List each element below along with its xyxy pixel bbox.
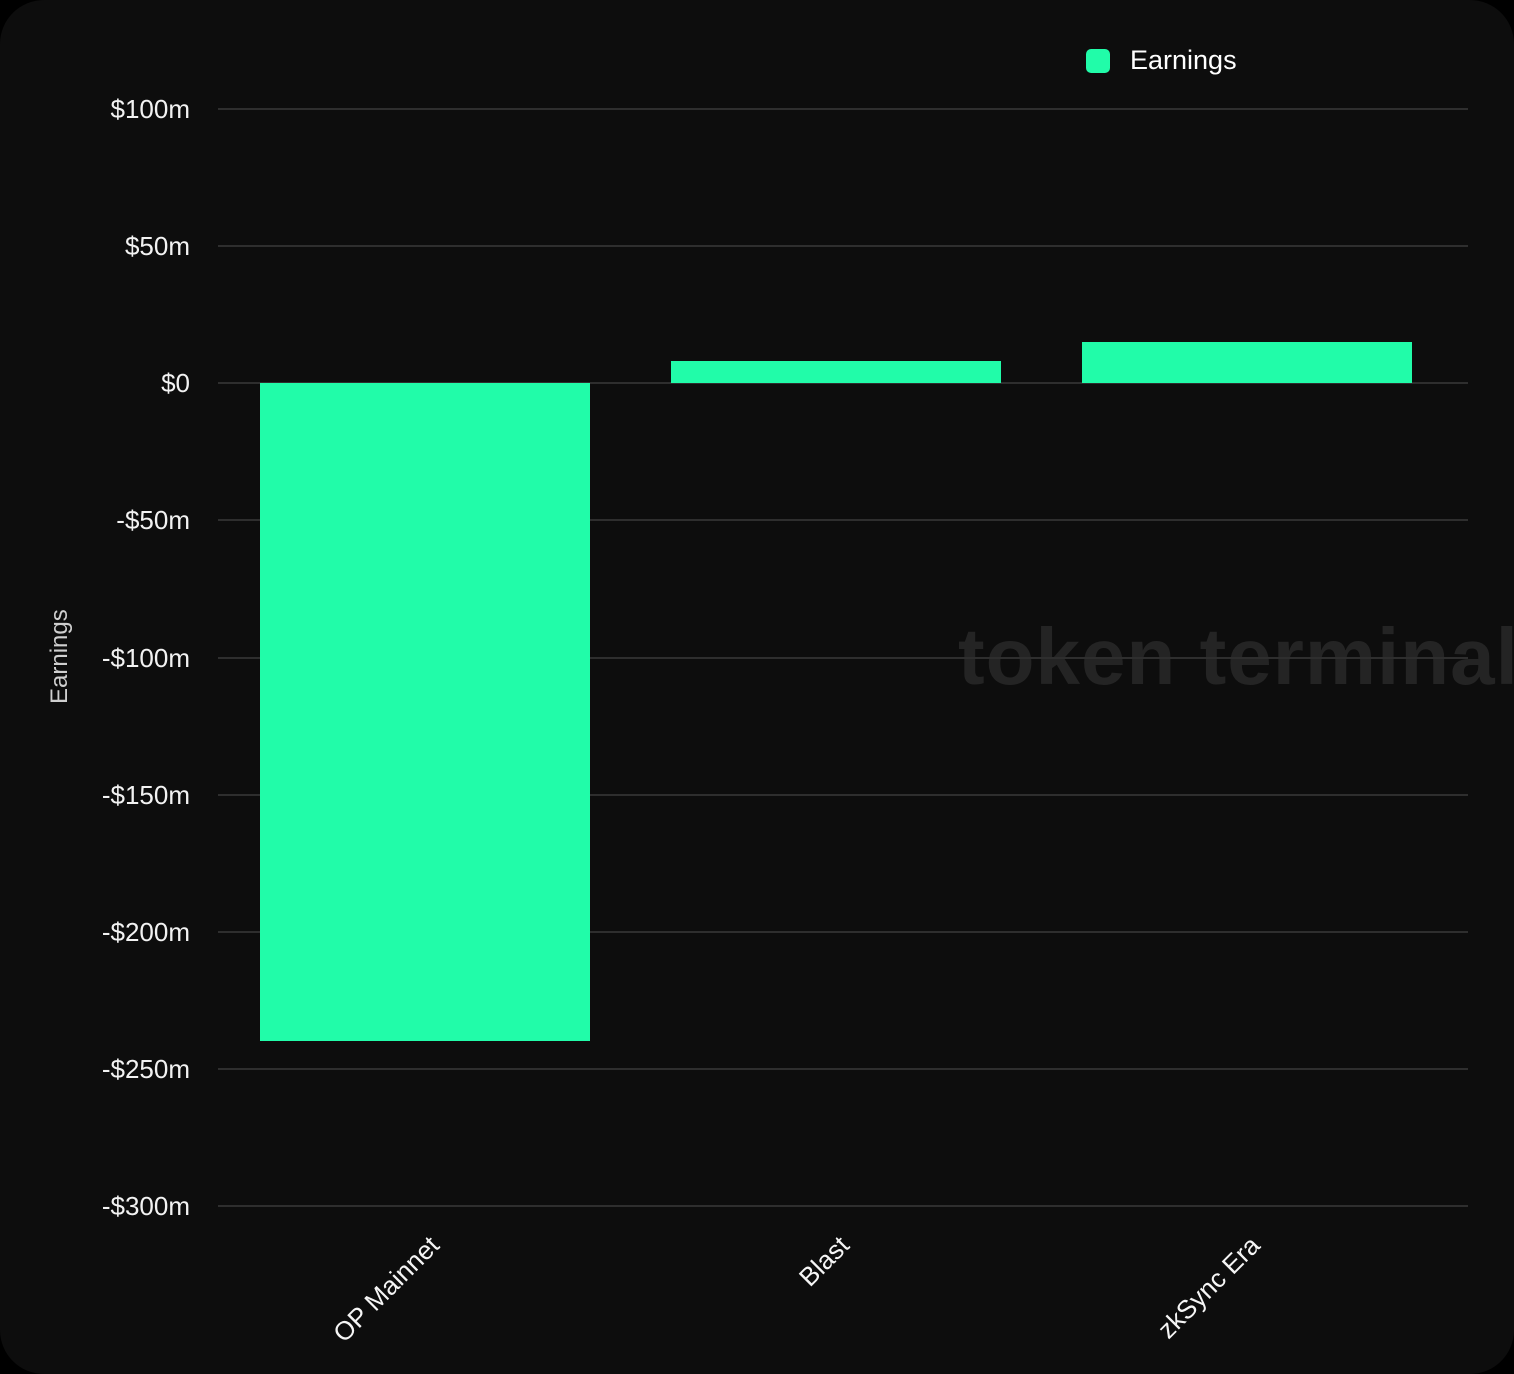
gridline (218, 656, 1468, 659)
gridline (218, 382, 1468, 385)
gridline (218, 1067, 1468, 1070)
x-tick-label: Blast (793, 1230, 856, 1293)
y-tick-label: -$150m (101, 779, 190, 810)
gridline (218, 1205, 1468, 1207)
gridline (218, 108, 1468, 110)
y-tick-label: $50m (124, 231, 190, 262)
gridline (218, 245, 1468, 248)
gridline (218, 519, 1468, 522)
y-tick-label: -$300m (101, 1191, 190, 1221)
y-tick-label: -$100m (101, 642, 190, 673)
bar-zksync-era[interactable] (1082, 342, 1412, 383)
legend-label: Earnings (1130, 45, 1237, 75)
gridline (218, 930, 1468, 933)
y-tick-label: $0 (161, 368, 190, 399)
y-tick-label: -$200m (101, 916, 190, 947)
gridline (218, 793, 1468, 796)
y-tick-label: -$250m (101, 1053, 190, 1084)
legend-item-earnings[interactable]: Earnings (1086, 45, 1237, 76)
y-tick-label: -$50m (116, 505, 190, 536)
legend-swatch-icon (1086, 48, 1110, 73)
y-tick-label: $100m (110, 94, 191, 124)
x-tick-label: zkSync Era (1151, 1230, 1266, 1345)
bar-blast[interactable] (671, 361, 1001, 383)
x-tick-label: OP Mainnet (326, 1230, 445, 1348)
bar-op-mainnet[interactable] (260, 383, 590, 1041)
